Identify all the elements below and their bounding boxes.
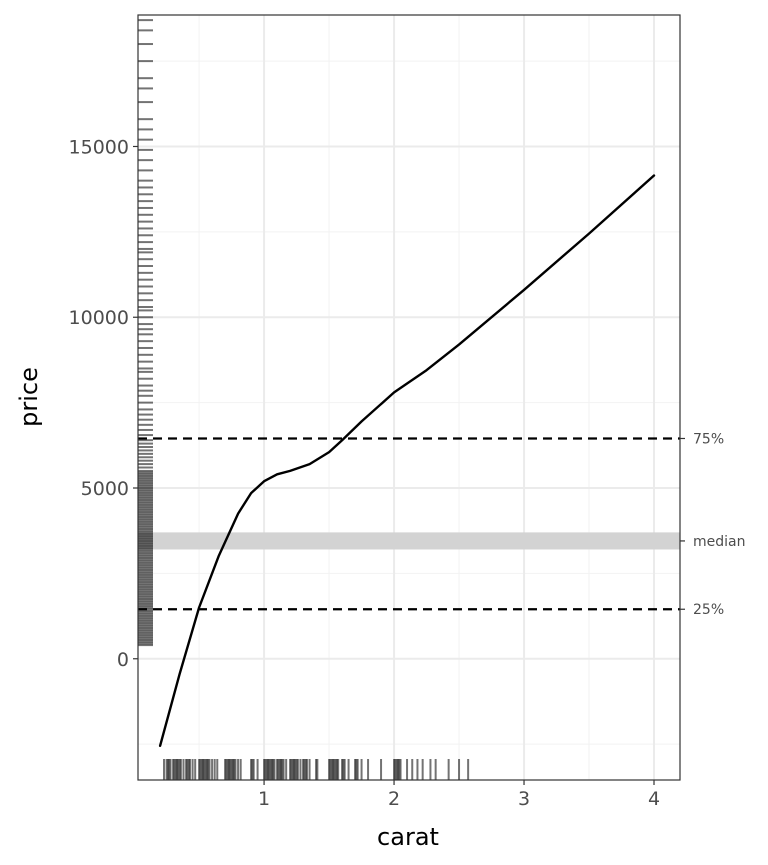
median-band-layer [138,532,680,550]
x-tick-label: 3 [518,788,530,810]
carat-rug [162,759,470,780]
secondary-axis-labels: 75% 25% median [680,431,745,618]
minor-gridlines [138,15,680,780]
series-layer [158,174,656,747]
y-tick-label: 5000 [81,478,129,500]
secondary-label-75pct: 75% [693,431,724,447]
median-band [138,532,680,550]
major-gridlines [138,15,680,780]
secondary-label-25pct: 25% [693,602,724,618]
y-tick-label: 15000 [69,136,129,158]
x-axis-title: carat [377,823,439,851]
y-tick-label: 10000 [69,307,129,329]
x-tick-label: 4 [648,788,660,810]
panel-border [137,14,681,781]
x-tick-label: 1 [258,788,270,810]
quartile-lines-layer [138,437,680,611]
x-tick-label: 2 [388,788,400,810]
secondary-label-median: median [693,534,745,550]
y-axis-title: price [15,367,43,427]
price-rug [138,19,153,647]
axis-ticks: 1 2 3 4 0 5000 10000 15000 [69,136,661,810]
price-smooth-line [158,174,656,747]
y-tick-label: 0 [117,649,129,671]
